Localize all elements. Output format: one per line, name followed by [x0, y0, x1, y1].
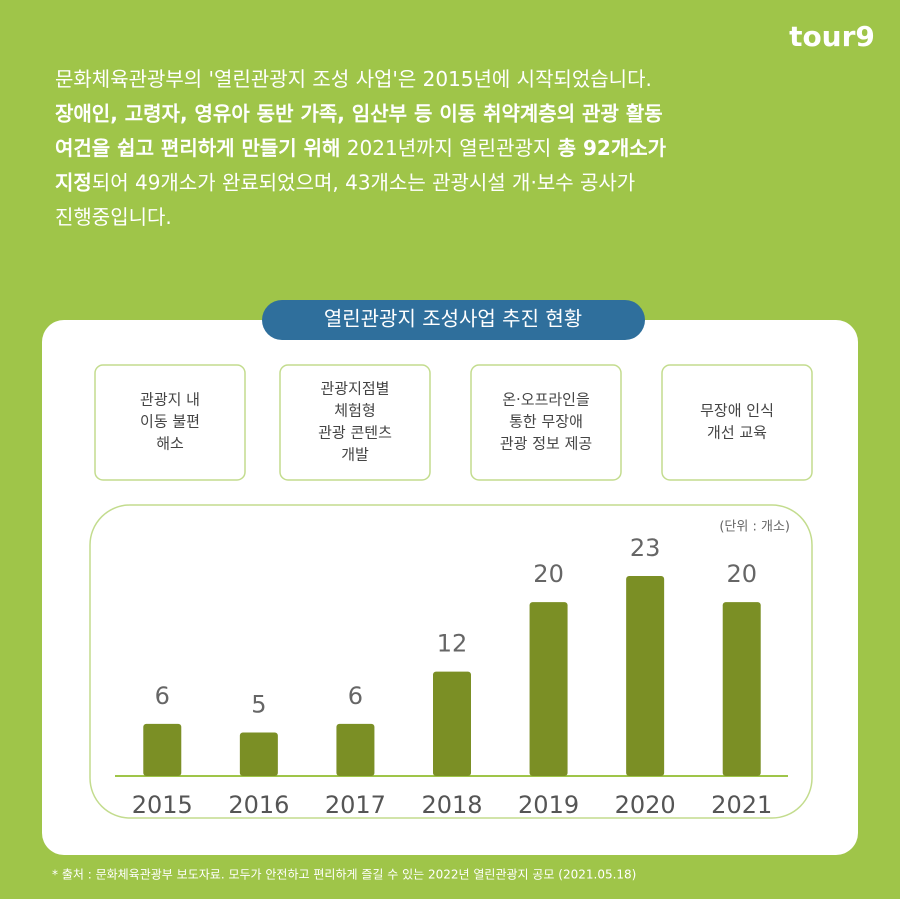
bar — [433, 671, 471, 776]
value-label: 6 — [155, 682, 170, 710]
value-label: 20 — [726, 560, 757, 588]
section-title: 열린관광지 조성사업 추진 현황 — [324, 307, 582, 331]
intro-segment: 진행중입니다. — [55, 205, 172, 229]
intro-line: 지정되어 49개소가 완료되었으며, 43개소는 관광시설 개·보수 공사가 — [55, 170, 635, 194]
x-tick-label: 2020 — [615, 791, 676, 819]
bar — [239, 732, 278, 776]
feature-text: 무장애 인식 — [700, 402, 774, 420]
bar — [143, 723, 182, 776]
chart-frame — [89, 504, 813, 819]
feature-text: 관광 정보 제공 — [500, 435, 592, 453]
intro-segment: 문화체육관광부의 '열린관광지 조성 사업'은 2015년에 시작되었습니다. — [55, 67, 652, 91]
feature-text: 개선 교육 — [707, 424, 767, 442]
feature-box — [661, 364, 813, 481]
feature-text: 해소 — [156, 435, 184, 453]
x-tick-label: 2019 — [518, 791, 579, 819]
feature-box — [279, 364, 431, 481]
bar — [529, 602, 568, 776]
feature-text: 관광지점별 — [320, 380, 389, 398]
feature-text: 관광 콘텐츠 — [318, 424, 392, 442]
x-tick-label: 2021 — [711, 791, 772, 819]
x-tick-label: 2015 — [132, 791, 193, 819]
value-label: 20 — [533, 560, 564, 588]
value-label: 23 — [630, 534, 661, 562]
intro-segment: 지정 — [55, 170, 92, 194]
bar — [626, 576, 665, 776]
intro-segment: 장애인, 고령자, 영유아 동반 가족, 임산부 등 이동 취약계층의 관광 활… — [55, 101, 663, 125]
intro-line: 문화체육관광부의 '열린관광지 조성 사업'은 2015년에 시작되었습니다. — [55, 67, 652, 91]
value-label: 12 — [437, 630, 468, 658]
bar — [336, 723, 375, 776]
value-label: 5 — [251, 691, 266, 719]
x-tick-label: 2017 — [325, 791, 386, 819]
intro-line: 여건을 쉽고 편리하게 만들기 위해 2021년까지 열린관광지 총 92개소가 — [55, 136, 667, 160]
feature-text: 관광지 내 — [140, 391, 200, 409]
logo: tour9 — [789, 20, 875, 53]
feature-box — [94, 364, 246, 481]
x-tick-label: 2016 — [228, 791, 289, 819]
intro-line: 장애인, 고령자, 영유아 동반 가족, 임산부 등 이동 취약계층의 관광 활… — [55, 101, 663, 125]
unit-label: (단위 : 개소) — [719, 520, 790, 535]
feature-text: 이동 불편 — [140, 413, 200, 431]
x-tick-label: 2018 — [421, 791, 482, 819]
section-pill — [262, 300, 645, 340]
intro-segment: 되어 49개소가 완료되었으며, 43개소는 관광시설 개·보수 공사가 — [92, 170, 635, 194]
intro-segment: 2021년까지 열린관광지 — [340, 136, 557, 160]
intro-segment: 총 92개소가 — [558, 136, 667, 160]
bar — [722, 602, 761, 776]
source: * 출처 : 문화체육관광부 보도자료. 모두가 안전하고 편리하게 즐길 수 … — [52, 868, 636, 882]
feature-box — [470, 364, 622, 481]
feature-text: 온·오프라인을 — [502, 391, 590, 409]
feature-text: 개발 — [341, 446, 369, 464]
feature-text: 체험형 — [334, 402, 375, 420]
feature-text: 통한 무장애 — [509, 413, 583, 431]
intro-segment: 여건을 쉽고 편리하게 만들기 위해 — [55, 136, 340, 160]
intro-line: 진행중입니다. — [55, 205, 172, 229]
value-label: 6 — [348, 682, 363, 710]
